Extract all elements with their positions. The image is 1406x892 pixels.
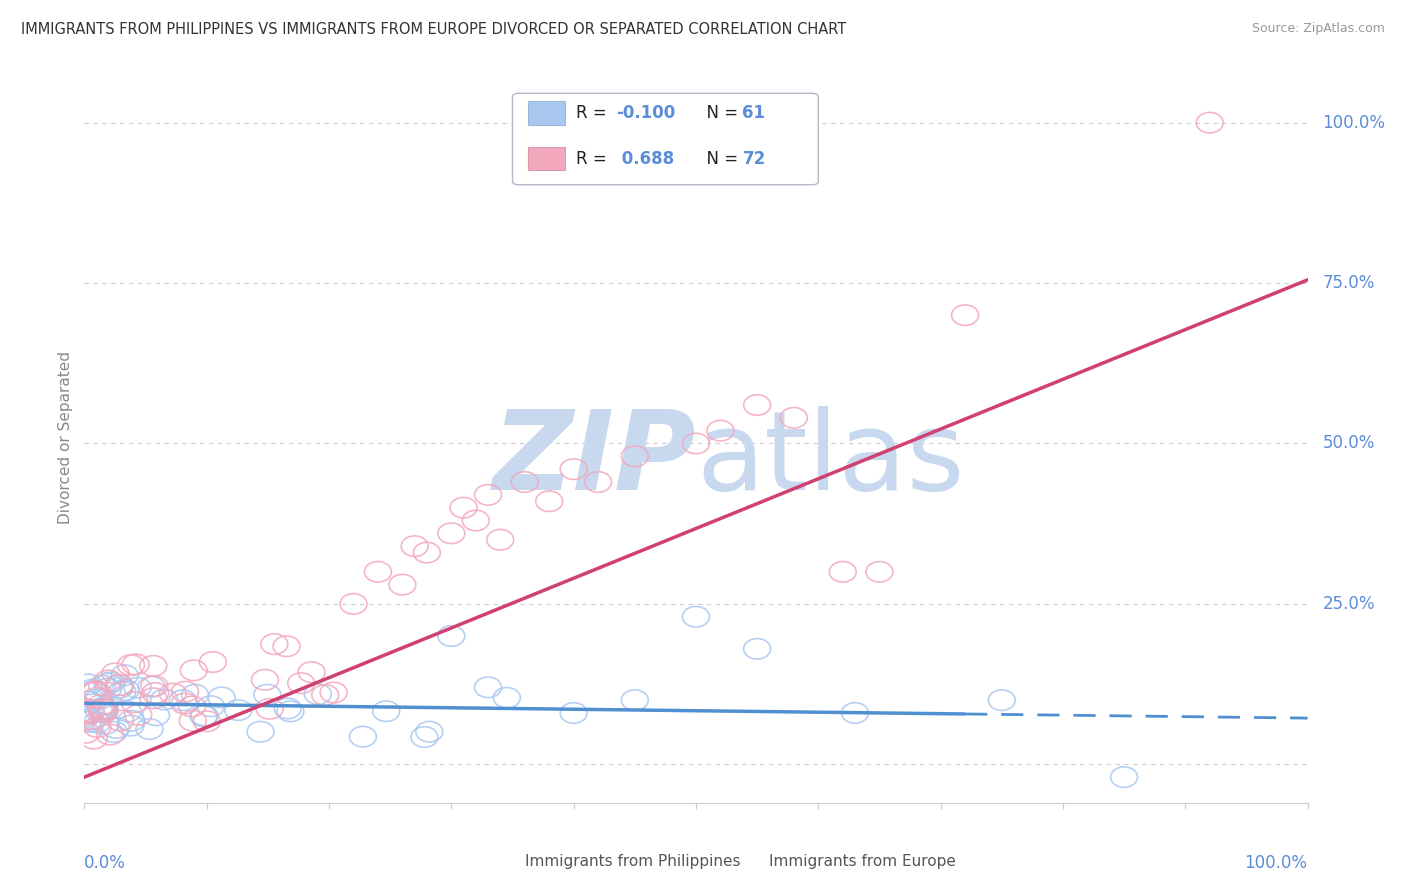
Text: -0.100: -0.100 bbox=[616, 104, 676, 122]
Text: 61: 61 bbox=[742, 104, 765, 122]
Text: Immigrants from Europe: Immigrants from Europe bbox=[769, 854, 956, 869]
Text: ZIP: ZIP bbox=[492, 406, 696, 513]
Text: 100.0%: 100.0% bbox=[1322, 113, 1385, 132]
Bar bbox=[475, 850, 515, 871]
Text: Immigrants from Philippines: Immigrants from Philippines bbox=[524, 854, 740, 869]
Y-axis label: Divorced or Separated: Divorced or Separated bbox=[58, 351, 73, 524]
Text: 25.0%: 25.0% bbox=[1322, 595, 1375, 613]
Bar bbox=[529, 102, 565, 125]
Text: R =: R = bbox=[576, 104, 612, 122]
Text: 0.0%: 0.0% bbox=[84, 854, 127, 872]
Bar bbox=[720, 850, 759, 871]
Text: N =: N = bbox=[696, 150, 744, 168]
Bar bbox=[529, 146, 565, 170]
Text: R =: R = bbox=[576, 150, 612, 168]
Text: IMMIGRANTS FROM PHILIPPINES VS IMMIGRANTS FROM EUROPE DIVORCED OR SEPARATED CORR: IMMIGRANTS FROM PHILIPPINES VS IMMIGRANT… bbox=[21, 22, 846, 37]
Text: 0.688: 0.688 bbox=[616, 150, 675, 168]
Text: 72: 72 bbox=[742, 150, 766, 168]
Text: Source: ZipAtlas.com: Source: ZipAtlas.com bbox=[1251, 22, 1385, 36]
Text: N =: N = bbox=[696, 104, 744, 122]
FancyBboxPatch shape bbox=[513, 94, 818, 185]
Text: 50.0%: 50.0% bbox=[1322, 434, 1375, 452]
Text: 75.0%: 75.0% bbox=[1322, 274, 1375, 292]
Text: 100.0%: 100.0% bbox=[1244, 854, 1308, 872]
Text: atlas: atlas bbox=[696, 406, 965, 513]
